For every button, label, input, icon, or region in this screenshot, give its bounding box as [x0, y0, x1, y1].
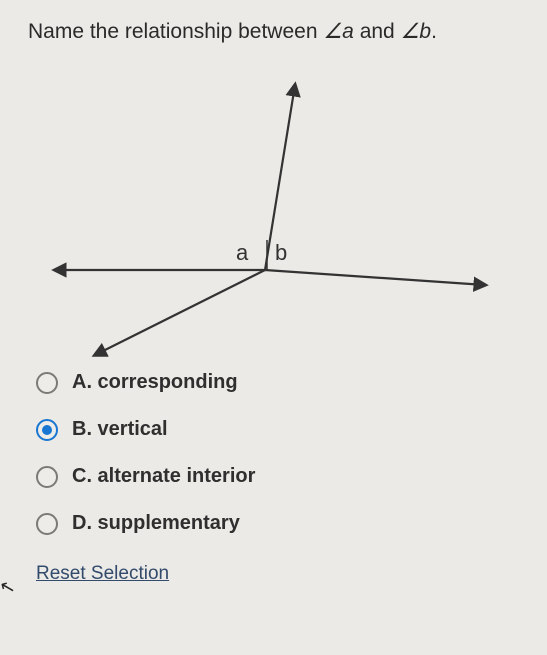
choice-d-label: D. supplementary	[72, 512, 240, 535]
radio-a[interactable]	[36, 372, 58, 394]
diagram-svg	[0, 45, 547, 365]
choice-b[interactable]: B. vertical	[36, 418, 547, 441]
reset-selection-link[interactable]: Reset Selection	[36, 563, 169, 585]
angle-a-symbol: ∠a	[323, 20, 354, 43]
angle-b-symbol: ∠b	[401, 20, 432, 43]
radio-b[interactable]	[36, 419, 58, 441]
geometry-diagram: a b	[0, 45, 547, 365]
choice-d[interactable]: D. supplementary	[36, 512, 547, 535]
cursor-icon: ↖	[0, 575, 18, 599]
diagram-label-b: b	[275, 240, 287, 266]
question-prefix: Name the relationship between	[28, 20, 323, 43]
choice-c-label: C. alternate interior	[72, 465, 255, 488]
question-text: Name the relationship between ∠a and ∠b.	[0, 0, 547, 45]
question-suffix: .	[431, 20, 437, 43]
diagram-label-a: a	[236, 240, 248, 266]
radio-d[interactable]	[36, 513, 58, 535]
answer-choices: A. corresponding B. vertical C. alternat…	[0, 365, 547, 535]
question-mid: and	[354, 20, 401, 43]
choice-a[interactable]: A. corresponding	[36, 371, 547, 394]
radio-c[interactable]	[36, 466, 58, 488]
choice-c[interactable]: C. alternate interior	[36, 465, 547, 488]
choice-a-label: A. corresponding	[72, 371, 238, 394]
choice-b-label: B. vertical	[72, 418, 168, 441]
